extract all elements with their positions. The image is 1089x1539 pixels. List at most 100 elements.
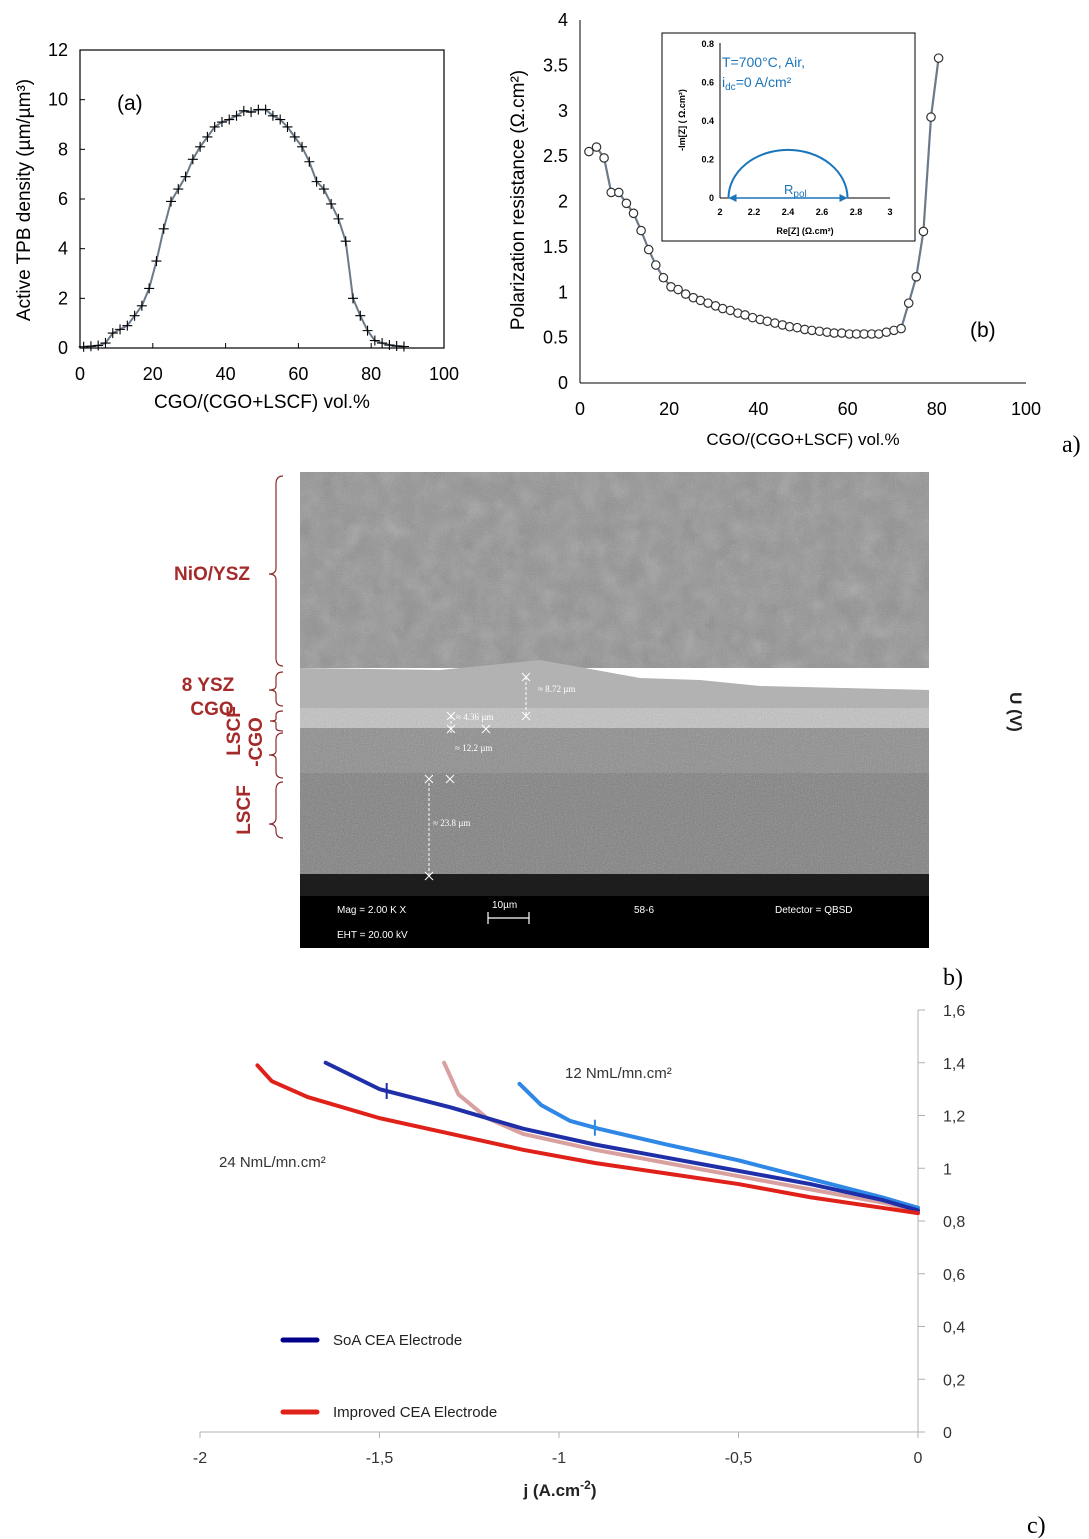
data-point (158, 223, 169, 234)
data-point (311, 176, 322, 187)
y-tick-label: 1,6 (943, 1003, 965, 1020)
series-line-0 (323, 1060, 920, 1213)
y-tick-label: 1,2 (943, 1109, 965, 1126)
polarization-curves-chart: -2 -1,5 -1 -0,5 0 0 0,2 0,4 0,6 0,8 1 1,2 1,4 1,6 12 … (193, 692, 1025, 1500)
x-tick-label: -1 (552, 1450, 566, 1467)
data-point (304, 156, 315, 167)
data-point (326, 198, 337, 209)
inset-conditions-2: idc=0 A/cm² (722, 74, 792, 93)
y-tick-label: 1 (943, 1161, 952, 1178)
data-point (636, 225, 646, 236)
y-tick-label: 0,4 (943, 1320, 965, 1337)
inset-y-tick-label: 0.8 (701, 39, 714, 49)
x-tick-label: 100 (1011, 399, 1041, 419)
data-point (614, 187, 624, 198)
data-point (173, 184, 184, 195)
data-point (267, 110, 278, 121)
y-tick-label: 1.5 (543, 237, 568, 257)
y-tick-label: 6 (58, 189, 68, 209)
impedance-inset: 2 2.2 2.4 2.6 2.8 3 0 0.2 0.4 0.6 0.8 Rpol T=700°… (661, 32, 916, 242)
data-point (599, 153, 609, 163)
x-tick-label: 100 (429, 364, 459, 384)
inset-x-label: Re[Z] (Ω.cm²) (776, 226, 833, 236)
data-point (144, 283, 155, 294)
y-axis-label: Active TPB density (µm/µm³) (14, 79, 35, 321)
rpol-arrowhead-left (728, 194, 737, 202)
measurement-cgo: ≈ 4.36 µm (456, 712, 493, 722)
annotation-12: 12 NmL/mn.cm² (565, 1065, 672, 1082)
panel-label-b: (b) (970, 319, 996, 342)
x-tick-label: 0 (75, 364, 85, 384)
y-tick-label: 4 (58, 239, 68, 259)
data-point (918, 226, 929, 237)
data-point (658, 272, 669, 283)
figure-label-b: b) (943, 965, 963, 991)
data-point (93, 340, 104, 351)
y-tick-label: 8 (58, 139, 68, 159)
x-axis-label: CGO/(CGO+LSCF) vol.% (154, 392, 370, 413)
x-tick-label: 80 (927, 399, 947, 419)
measurement-lscf-cgo: ≈ 12.2 µm (455, 743, 492, 753)
data-point (100, 338, 111, 349)
series-line-3 (517, 1081, 920, 1210)
data-point (275, 114, 286, 125)
series-line-1 (255, 1063, 920, 1216)
data-point (216, 117, 227, 128)
sem-measure-marks (424, 672, 531, 881)
data-point (911, 272, 922, 282)
data-point (195, 141, 206, 152)
x-tick-label: 40 (748, 399, 768, 419)
layer-label-lscf-2: LSCF (234, 785, 255, 835)
layer-label-cgo: CGO (190, 699, 233, 720)
figure-label-a: a) (1062, 432, 1081, 458)
polarization-resistance-chart: 0 20 40 60 80 100 00.511.522.533.54 (b) CGO/(… (508, 10, 1041, 449)
data-point (246, 107, 257, 118)
x-axis-label: CGO/(CGO+LSCF) vol.% (706, 430, 899, 449)
y-tick-label: 0 (558, 373, 568, 393)
data-point (180, 171, 191, 182)
y-tick-label: 12 (48, 40, 68, 60)
x-tick-label: 80 (361, 364, 381, 384)
data-point (289, 131, 300, 142)
data-point (238, 105, 249, 116)
data-point (621, 198, 632, 209)
data-point (355, 310, 366, 321)
data-point (224, 114, 235, 125)
inset-x-tick-label: 2.2 (748, 207, 761, 217)
data-point (282, 121, 293, 132)
y-tick-label: 0,2 (943, 1372, 965, 1389)
sem-sample: 58-6 (634, 905, 654, 916)
data-point (202, 131, 213, 142)
y-tick-label: 0 (58, 338, 68, 358)
sem-cross-section: ≈ 8.72 µm ≈ 4.36 µm ≈ 12.2 µm ≈ 23.8 µm … (174, 472, 929, 948)
y-tick-label: 2 (558, 192, 568, 212)
y-tick-label: 2.5 (543, 146, 568, 166)
y-tick-label: 0.5 (543, 328, 568, 348)
sem-detector: Detector = QBSD (775, 905, 853, 916)
data-point (362, 325, 373, 336)
data-point (896, 323, 906, 334)
inset-x-tick-label: 2.6 (816, 207, 829, 217)
y-tick-label: 2 (58, 288, 68, 308)
layer-label-nio-ysz: NiO/YSZ (174, 564, 250, 585)
x-tick-label: 40 (216, 364, 236, 384)
inset-y-tick-label: 0.6 (701, 78, 714, 88)
data-point (933, 53, 944, 63)
measurement-ysz: ≈ 8.72 µm (538, 684, 575, 694)
data-point (318, 184, 329, 195)
x-tick-label: 20 (143, 364, 163, 384)
data-point (151, 256, 162, 267)
y-tick-label: 3.5 (543, 55, 568, 75)
inset-x-tick-label: 2.8 (850, 207, 863, 217)
measurement-lscf: ≈ 23.8 µm (433, 818, 470, 828)
legend-label-soa: SoA CEA Electrode (333, 1332, 462, 1349)
figure-label-c: c) (1027, 1513, 1046, 1539)
data-point (297, 141, 308, 152)
sem-eht: EHT = 20.00 kV (337, 930, 408, 941)
data-point (333, 213, 344, 224)
data-point (340, 236, 351, 247)
data-point (107, 328, 118, 339)
y-tick-label: 10 (48, 90, 68, 110)
legend: SoA CEA Electrode Improved CEA Electrode (280, 1332, 497, 1421)
data-point (651, 260, 661, 270)
